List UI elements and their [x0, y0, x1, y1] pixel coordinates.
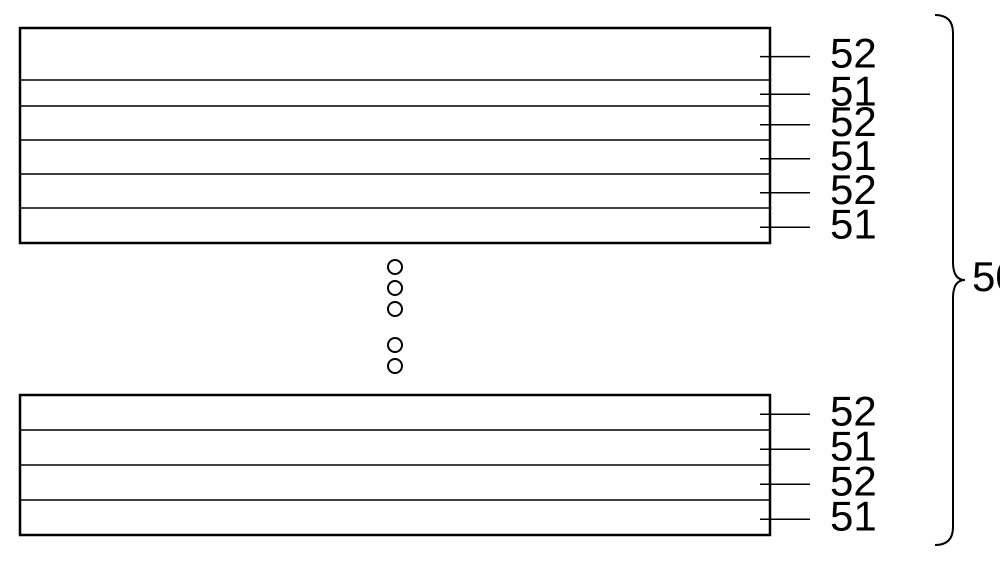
layer-label: 51 [830, 200, 877, 247]
layer-label: 51 [830, 492, 877, 539]
ellipsis-dot [388, 260, 402, 274]
ellipsis-dot [388, 302, 402, 316]
layer-group [20, 28, 770, 243]
structure-label: 50 [972, 253, 1000, 300]
ellipsis-dot [388, 338, 402, 352]
ellipsis-dot [388, 281, 402, 295]
ellipsis-dot [388, 359, 402, 373]
structure-brace [935, 15, 965, 545]
